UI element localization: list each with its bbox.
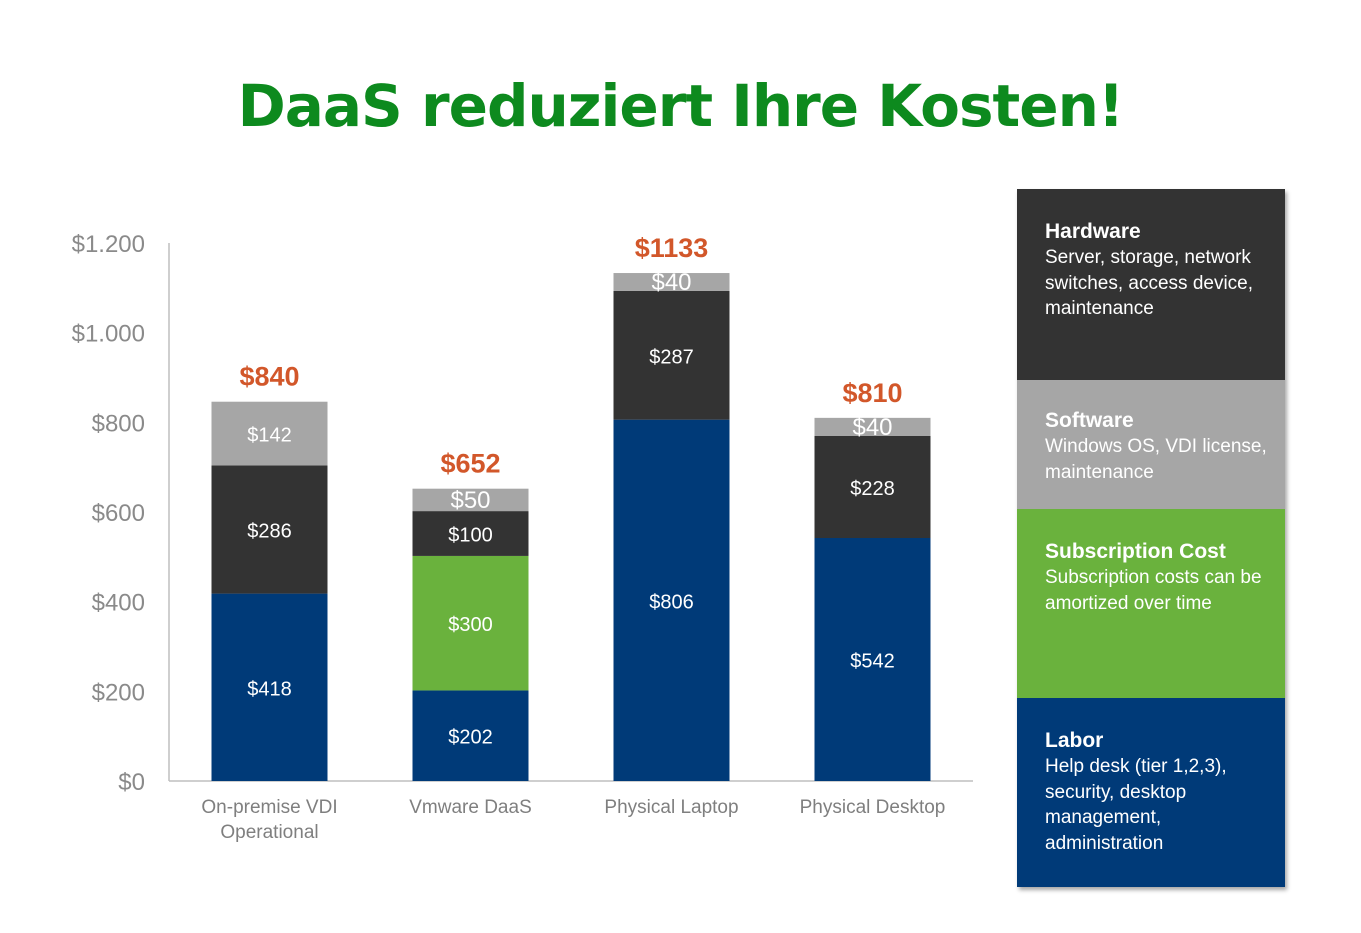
legend-item-hardware: Hardware Server, storage, network switch… xyxy=(1017,189,1285,380)
bar-value-label: $418 xyxy=(247,678,292,700)
bar-value-label: $542 xyxy=(850,651,895,673)
bar-segment-software xyxy=(613,273,730,291)
legend-name-hardware: Hardware xyxy=(1045,220,1141,243)
y-tick-label: $1.200 xyxy=(72,231,145,258)
bar-total-label: $840 xyxy=(239,362,299,392)
bar-total-label: $652 xyxy=(440,449,500,479)
bar-segment-software xyxy=(211,401,328,466)
x-category-label: Physical Desktop xyxy=(800,797,946,818)
bar-value-label: $286 xyxy=(247,520,292,542)
page-title: DaaS reduziert Ihre Kosten! xyxy=(237,72,1125,140)
bar-value-label: $202 xyxy=(448,727,493,749)
bar-total-label: $810 xyxy=(842,378,902,408)
bar-segment-hardware xyxy=(211,465,328,594)
legend: Hardware Server, storage, network switch… xyxy=(1017,189,1285,887)
bar-value-label: $50 xyxy=(450,487,490,514)
legend-desc-hardware: Server, storage, network switches, acces… xyxy=(1045,247,1254,319)
legend-item-labor: Labor Help desk (tier 1,2,3), security, … xyxy=(1017,698,1285,887)
bar-value-label: $287 xyxy=(649,346,694,368)
bar-segment-subscription xyxy=(412,555,529,691)
legend-name-subscription: Subscription Cost xyxy=(1045,540,1226,563)
legend-item-subscription: Subscription Cost Subscription costs can… xyxy=(1017,509,1285,698)
bar-segment-labor xyxy=(613,419,730,781)
y-tick-label: $0 xyxy=(118,769,145,796)
bar-value-label: $40 xyxy=(852,414,892,441)
y-tick-label: $200 xyxy=(92,679,145,706)
legend-desc-labor: Help desk (tier 1,2,3), security, deskto… xyxy=(1045,756,1227,854)
bar-segment-hardware xyxy=(613,290,730,420)
legend-name-software: Software xyxy=(1045,409,1134,432)
bar-value-label: $142 xyxy=(247,425,292,447)
x-category-label: Physical Laptop xyxy=(604,797,738,818)
bar-segment-hardware xyxy=(814,435,931,539)
bar-segment-labor xyxy=(814,538,931,781)
bar-total-label: $1133 xyxy=(635,233,709,263)
x-category-label: On-premise VDI Operational xyxy=(201,797,337,843)
bar-value-label: $300 xyxy=(448,614,493,636)
y-tick-label: $600 xyxy=(92,500,145,527)
legend-desc-software: Windows OS, VDI license, maintenance xyxy=(1045,436,1267,483)
bar-value-label: $228 xyxy=(850,478,895,500)
bar-segment-software xyxy=(814,417,931,436)
legend-desc-subscription: Subscription costs can be amortized over… xyxy=(1045,567,1262,614)
legend-name-labor: Labor xyxy=(1045,729,1104,752)
y-tick-label: $800 xyxy=(92,410,145,437)
bar-segment-labor xyxy=(412,690,529,781)
y-tick-label: $400 xyxy=(92,590,145,617)
bar-segment-labor xyxy=(211,593,328,781)
bar-segment-software xyxy=(412,488,529,512)
bar-value-label: $100 xyxy=(448,525,493,547)
y-tick-label: $1.000 xyxy=(72,321,145,348)
bar-value-label: $806 xyxy=(649,591,694,613)
x-category-label: Vmware DaaS xyxy=(409,797,532,818)
bar-value-label: $40 xyxy=(651,269,691,296)
bar-segment-hardware xyxy=(412,511,529,556)
legend-item-software: Software Windows OS, VDI license, mainte… xyxy=(1017,380,1285,509)
